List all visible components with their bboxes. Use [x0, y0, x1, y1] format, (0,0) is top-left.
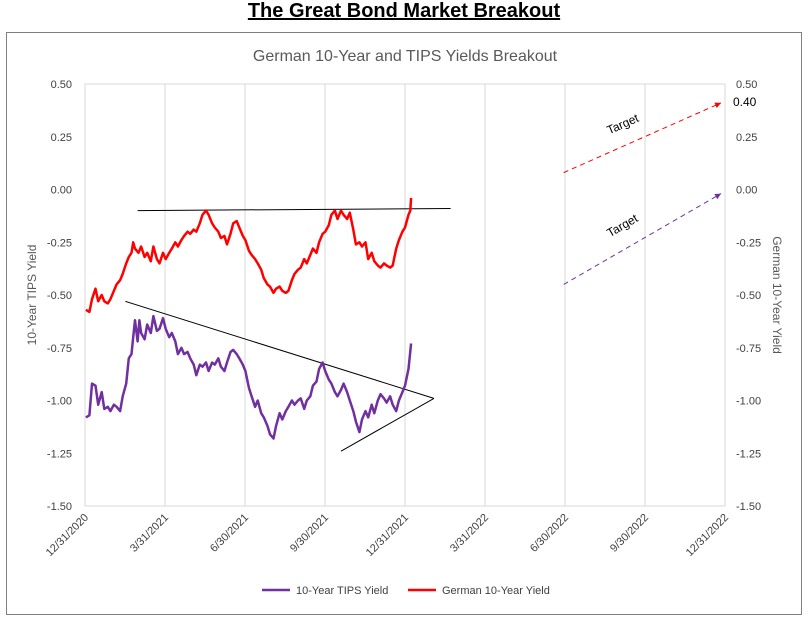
y-tick-label-left: -1.50: [47, 501, 72, 513]
target-arrow: [563, 193, 722, 285]
y-tick-label-right: 0.25: [736, 132, 757, 144]
10-year-tips-yield-line: [85, 314, 413, 440]
y-tick-label-right: -0.25: [736, 237, 761, 249]
x-tick-label: 3/31/2021: [128, 512, 171, 555]
y-tick-label-left: 0.25: [51, 132, 72, 144]
y-tick-label-right: -0.50: [736, 290, 761, 302]
x-tick-label: 3/31/2022: [448, 512, 491, 555]
german-10-year-yield-line: [85, 197, 413, 314]
legend-label: 10-Year TIPS Yield: [296, 585, 388, 597]
resistance-line: [137, 207, 451, 212]
y-tick-label-left: -0.75: [47, 343, 72, 355]
y-tick-label-right: -0.75: [736, 343, 761, 355]
page-title: The Great Bond Market Breakout: [247, 0, 561, 22]
chart-frame: [6, 32, 802, 615]
target-arrow: [563, 102, 722, 174]
y-tick-label-left: -0.50: [47, 290, 72, 302]
y-tick-label-left: 0.50: [51, 79, 72, 91]
y-tick-label-right: -1.00: [736, 396, 761, 408]
y-axis-label-left: 10-Year TIPS Yield: [25, 245, 39, 346]
upper-triangle-line: [125, 300, 435, 399]
y-tick-label-right: -1.25: [736, 448, 761, 460]
x-tick-label: 9/30/2022: [608, 512, 651, 555]
y-tick-label-right: -1.50: [736, 501, 761, 513]
target-value-label: 0.40: [733, 95, 757, 109]
x-tick-label: 12/31/2020: [44, 512, 91, 559]
x-tick-label: 12/31/2021: [364, 512, 411, 559]
x-tick-label: 6/30/2022: [528, 512, 571, 555]
y-tick-label-left: 0.00: [51, 185, 72, 197]
y-tick-label-left: -0.25: [47, 237, 72, 249]
legend-label: German 10-Year Yield: [442, 585, 550, 597]
y-axis-label-right: German 10-Year Yield: [770, 236, 784, 354]
x-tick-label: 6/30/2021: [208, 512, 251, 555]
x-tick-label: 9/30/2021: [288, 512, 331, 555]
y-tick-label-left: -1.25: [47, 448, 72, 460]
x-tick-label: 12/31/2022: [684, 512, 731, 559]
y-tick-label-right: 0.00: [736, 185, 757, 197]
y-tick-label-left: -1.00: [47, 396, 72, 408]
y-tick-label-right: 0.50: [736, 79, 757, 91]
lower-triangle-line: [340, 397, 435, 452]
chart-title: German 10-Year and TIPS Yields Breakout: [253, 48, 558, 65]
